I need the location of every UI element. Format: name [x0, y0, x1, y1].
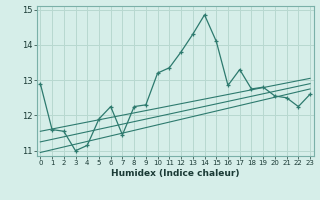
X-axis label: Humidex (Indice chaleur): Humidex (Indice chaleur) — [111, 169, 239, 178]
